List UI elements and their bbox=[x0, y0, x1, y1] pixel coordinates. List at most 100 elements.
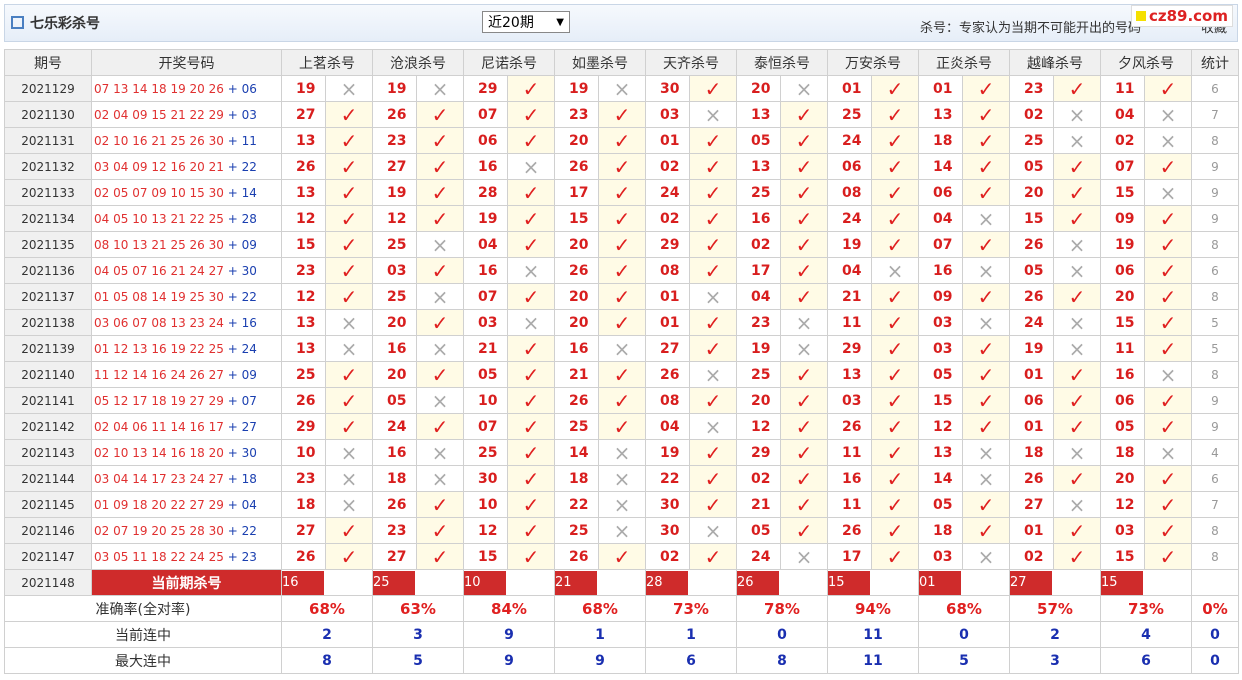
draw-row: 2021134 04 05 10 13 21 22 25 + 28 12 ✓ 12 ✓ 19… bbox=[4, 205, 1239, 232]
pick-result: ✓ bbox=[871, 387, 919, 414]
pick-number: 17 bbox=[554, 179, 599, 206]
pick-number: 23 bbox=[554, 101, 599, 128]
pick-number: 06 bbox=[918, 179, 963, 206]
summary-value: 8 bbox=[281, 647, 373, 674]
summary-value: 9 bbox=[463, 647, 555, 674]
summary-value: 11 bbox=[827, 647, 919, 674]
kill-table: 期号 开奖号码 上茗杀号 沧浪杀号 尼诺杀号 如墨杀号 天齐杀号 泰恒杀号 万安杀号 正炎杀号 越峰… bbox=[4, 49, 1239, 674]
pick-number: 23 bbox=[736, 309, 781, 336]
draw-number: 03 bbox=[94, 549, 110, 564]
issue: 2021132 bbox=[4, 153, 92, 180]
draw-number: 07 bbox=[132, 315, 148, 330]
draw-numbers: 02 04 09 15 21 22 29 + 03 bbox=[91, 101, 282, 128]
period-select[interactable]: 近20期 ▼ bbox=[482, 11, 570, 33]
issue: 2021133 bbox=[4, 179, 92, 206]
pick-result: ✓ bbox=[507, 205, 555, 232]
pick-result: ✓ bbox=[1053, 153, 1101, 180]
pick-result: × bbox=[416, 387, 464, 414]
pick-number: 26 bbox=[554, 257, 599, 284]
pick-number: 05 bbox=[463, 361, 508, 388]
draw-numbers: 03 05 11 18 22 24 25 + 23 bbox=[91, 543, 282, 570]
pick-result: × bbox=[962, 543, 1010, 570]
pick-result: ✓ bbox=[1144, 153, 1192, 180]
pick-result: × bbox=[325, 465, 373, 492]
pick-number: 09 bbox=[918, 283, 963, 310]
draw-number: 27 bbox=[208, 263, 224, 278]
pick-number: 15 bbox=[1009, 205, 1054, 232]
plus: + bbox=[227, 81, 238, 96]
pick-result: ✓ bbox=[962, 283, 1010, 310]
current-pick: 28 bbox=[646, 570, 688, 595]
pick-result: ✓ bbox=[507, 543, 555, 570]
pick-number: 01 bbox=[645, 283, 690, 310]
pick-result: ✓ bbox=[325, 283, 373, 310]
pick-result: ✓ bbox=[780, 283, 828, 310]
summary-value: 5 bbox=[372, 647, 464, 674]
draw-number: 09 bbox=[151, 185, 167, 200]
draw-number: 04 bbox=[113, 159, 129, 174]
column-header: 越峰杀号 bbox=[1009, 49, 1101, 76]
pick-number: 13 bbox=[918, 101, 963, 128]
pick-number: 20 bbox=[1100, 465, 1145, 492]
pick-number: 04 bbox=[463, 231, 508, 258]
draw-number: 27 bbox=[208, 367, 224, 382]
draw-number: 02 bbox=[94, 107, 110, 122]
pick-result: ✓ bbox=[871, 153, 919, 180]
draw-number: 07 bbox=[113, 523, 129, 538]
draw-numbers: 01 09 18 20 22 27 29 + 04 bbox=[91, 491, 282, 518]
pick-result: ✓ bbox=[1144, 309, 1192, 336]
draw-row: 2021144 03 04 14 17 23 24 27 + 18 23 × 18 × 30… bbox=[4, 465, 1239, 492]
issue: 2021139 bbox=[4, 335, 92, 362]
pick-result: ✓ bbox=[507, 413, 555, 440]
pick-number: 15 bbox=[1100, 543, 1145, 570]
pick-result: ✓ bbox=[325, 413, 373, 440]
pick-result: ✓ bbox=[1144, 413, 1192, 440]
current-pick: 10 bbox=[464, 570, 506, 595]
pick-number: 04 bbox=[736, 283, 781, 310]
pick-number: 21 bbox=[736, 491, 781, 518]
draw-number: 03 bbox=[94, 315, 110, 330]
draw-number: 20 bbox=[189, 81, 205, 96]
pick-result: × bbox=[325, 335, 373, 362]
logo[interactable]: cz89.com bbox=[1130, 5, 1233, 27]
pick-result: × bbox=[1144, 361, 1192, 388]
pick-result: ✓ bbox=[871, 335, 919, 362]
draw-number: 03 bbox=[94, 159, 110, 174]
hit-count: 9 bbox=[1191, 153, 1239, 180]
pick-number: 06 bbox=[463, 127, 508, 154]
pick-result: × bbox=[325, 309, 373, 336]
pick-result: ✓ bbox=[1053, 387, 1101, 414]
pick-result: ✓ bbox=[416, 101, 464, 128]
pick-result: ✓ bbox=[962, 179, 1010, 206]
summary-value: 68% bbox=[281, 595, 373, 622]
pick-number: 26 bbox=[1009, 283, 1054, 310]
summary-value: 6 bbox=[1100, 647, 1192, 674]
special-number: 22 bbox=[241, 159, 257, 174]
pick-result: ✓ bbox=[1144, 335, 1192, 362]
draw-number: 24 bbox=[208, 315, 224, 330]
draw-number: 30 bbox=[208, 185, 224, 200]
pick-result: ✓ bbox=[598, 309, 646, 336]
pick-result: ✓ bbox=[325, 517, 373, 544]
summary-total: 0 bbox=[1191, 647, 1239, 674]
summary-row: 准确率(全对率) 68% 63% 84% 68% 73% 78% 94% 68% 57% 73% 0% bbox=[4, 595, 1239, 622]
column-header: 万安杀号 bbox=[827, 49, 919, 76]
pick-result: × bbox=[1053, 491, 1101, 518]
pick-number: 05 bbox=[918, 491, 963, 518]
pick-result: × bbox=[1144, 439, 1192, 466]
current-pick: 16 bbox=[282, 570, 324, 595]
summary-label: 最大连中 bbox=[4, 647, 282, 674]
summary-value: 68% bbox=[918, 595, 1010, 622]
current-pick: 25 bbox=[373, 570, 415, 595]
pick-result: ✓ bbox=[1144, 543, 1192, 570]
pick-number: 23 bbox=[281, 257, 326, 284]
pick-number: 12 bbox=[463, 517, 508, 544]
header-row: 期号 开奖号码 上茗杀号 沧浪杀号 尼诺杀号 如墨杀号 天齐杀号 泰恒杀号 万安杀号 正炎杀号 越峰… bbox=[4, 49, 1239, 76]
pick-number: 03 bbox=[372, 257, 417, 284]
issue: 2021148 bbox=[4, 569, 92, 596]
pick-number: 25 bbox=[736, 361, 781, 388]
pick-result: × bbox=[416, 75, 464, 102]
issue: 2021134 bbox=[4, 205, 92, 232]
draw-number: 09 bbox=[113, 497, 129, 512]
